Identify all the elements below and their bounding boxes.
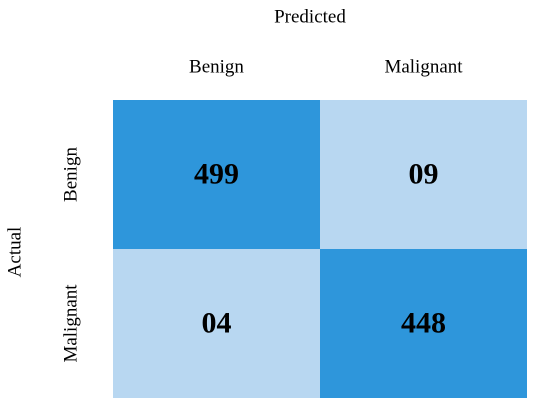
cell (113, 100, 320, 249)
cell (320, 100, 527, 249)
y-axis-title: Actual (4, 227, 25, 278)
x-tick-label: Benign (189, 56, 244, 77)
cell (320, 249, 527, 398)
cell-value: 499 (194, 157, 239, 190)
cell-value: 09 (409, 157, 439, 190)
cell-value: 448 (401, 306, 446, 339)
y-tick-label: Malignant (60, 284, 81, 363)
y-tick-label: Benign (60, 147, 81, 202)
x-tick-label: Malignant (384, 56, 463, 77)
x-axis-title: Predicted (274, 6, 346, 27)
cell (113, 249, 320, 398)
cell-value: 04 (202, 306, 232, 339)
